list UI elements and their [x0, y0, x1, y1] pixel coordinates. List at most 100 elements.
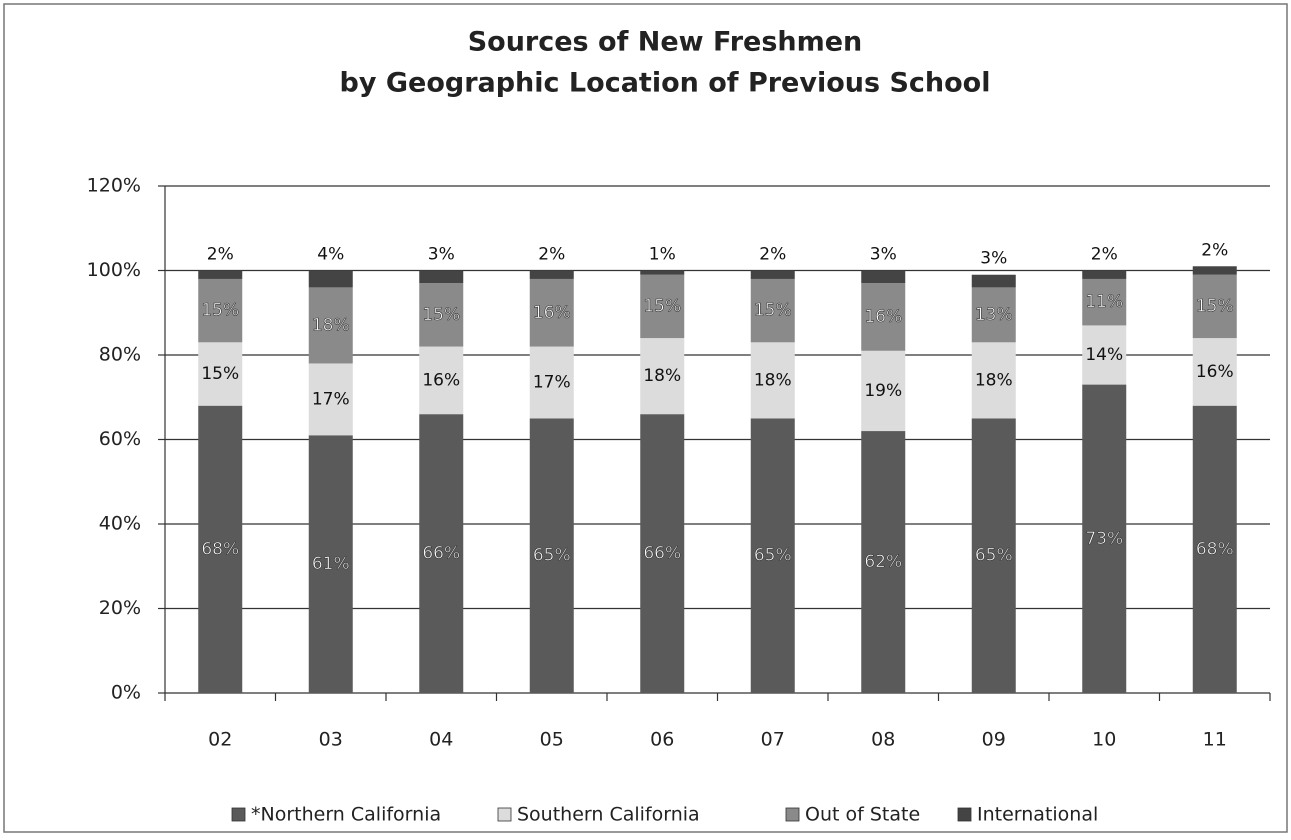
bar-segment [1192, 405, 1237, 693]
x-tick-label: 09 [982, 729, 1006, 751]
data-label: 17% [312, 389, 350, 409]
x-tick-label: 11 [1203, 729, 1227, 751]
data-label: 19% [864, 381, 902, 401]
bar-segment [1192, 338, 1237, 406]
bar-segment [198, 278, 243, 343]
data-label: 3% [870, 245, 897, 265]
bar-segment [861, 350, 906, 432]
y-tick-label: 0% [111, 682, 141, 704]
bar-segment [861, 270, 906, 284]
data-label: 16% [864, 307, 902, 327]
data-label: 18% [975, 370, 1013, 390]
x-tick-label: 06 [650, 729, 674, 751]
bar-segment [640, 338, 685, 415]
legend-label: *Northern California [251, 804, 441, 826]
data-label: 16% [422, 370, 460, 390]
data-label: 68% [201, 539, 239, 559]
bar-segment [1082, 270, 1127, 279]
legend-swatch [957, 807, 972, 822]
data-label: 2% [1091, 245, 1118, 265]
data-label: 62% [864, 552, 902, 572]
data-label: 2% [759, 245, 786, 265]
data-label: 15% [643, 296, 681, 316]
bar-segment [308, 435, 353, 693]
x-tick-label: 03 [319, 729, 343, 751]
bar-segment [1192, 274, 1237, 339]
bar-segment [1082, 384, 1127, 693]
bar-segment [419, 270, 464, 284]
y-tick-label: 40% [99, 513, 141, 535]
bar-segment [529, 270, 574, 279]
data-label: 13% [975, 305, 1013, 325]
data-label: 16% [533, 303, 571, 323]
data-label: 15% [1196, 296, 1234, 316]
data-label: 2% [538, 245, 565, 265]
data-label: 2% [207, 245, 234, 265]
bar-segment [529, 278, 574, 347]
x-tick-label: 08 [871, 729, 895, 751]
bar-segment [971, 287, 1016, 343]
x-tick-label: 10 [1092, 729, 1116, 751]
bar-segment [419, 414, 464, 693]
data-label: 15% [422, 305, 460, 325]
bar-segment [529, 346, 574, 419]
bar-segment [308, 287, 353, 364]
y-tick-label: 80% [99, 344, 141, 366]
data-label: 65% [533, 546, 571, 566]
legend-label: Southern California [517, 804, 700, 826]
bar-segment [1082, 325, 1127, 385]
legend-swatch [497, 807, 512, 822]
x-tick-label: 02 [208, 729, 232, 751]
bar-segment [640, 270, 685, 275]
y-tick-label: 120% [87, 175, 141, 197]
bar-segment [198, 405, 243, 693]
data-label: 65% [754, 546, 792, 566]
bar-segment [419, 283, 464, 347]
bar-segment [198, 270, 243, 279]
legend-swatch [231, 807, 246, 822]
legend-label: International [977, 804, 1098, 826]
data-label: 66% [422, 544, 460, 564]
data-label: 66% [643, 544, 681, 564]
bar-segment [1192, 266, 1237, 275]
bar-segment [971, 418, 1016, 693]
x-tick-label: 07 [761, 729, 785, 751]
x-tick-label: 04 [429, 729, 453, 751]
x-tick-label: 05 [540, 729, 564, 751]
data-label: 16% [1196, 362, 1234, 382]
bar-segment [750, 278, 795, 343]
chart-subtitle: by Geographic Location of Previous Schoo… [340, 68, 991, 99]
data-label: 3% [980, 249, 1007, 269]
data-label: 68% [1196, 539, 1234, 559]
bar-segment [971, 274, 1016, 288]
chart-title: Sources of New Freshmen [468, 27, 863, 58]
data-label: 15% [201, 301, 239, 321]
data-label: 65% [975, 546, 1013, 566]
data-label: 73% [1085, 529, 1123, 549]
bar-segment [750, 270, 795, 279]
bar-segment [750, 418, 795, 693]
bar-segment [750, 342, 795, 419]
y-tick-label: 20% [99, 597, 141, 619]
data-label: 61% [312, 554, 350, 574]
data-label: 17% [533, 372, 571, 392]
data-label: 2% [1201, 240, 1228, 260]
data-label: 1% [649, 245, 676, 265]
data-label: 15% [201, 364, 239, 384]
bar-segment [198, 342, 243, 406]
bar-segment [308, 270, 353, 288]
bar-segment [419, 346, 464, 415]
data-label: 3% [428, 245, 455, 265]
legend-label: Out of State [805, 804, 920, 826]
bar-segment [308, 363, 353, 436]
bar-segment [529, 418, 574, 693]
bar-segment [971, 342, 1016, 419]
y-tick-label: 60% [99, 428, 141, 450]
data-label: 11% [1085, 292, 1123, 312]
bar-segment [861, 431, 906, 693]
y-tick-label: 100% [87, 259, 141, 281]
bar-segment [640, 414, 685, 693]
bar-segment [640, 274, 685, 339]
